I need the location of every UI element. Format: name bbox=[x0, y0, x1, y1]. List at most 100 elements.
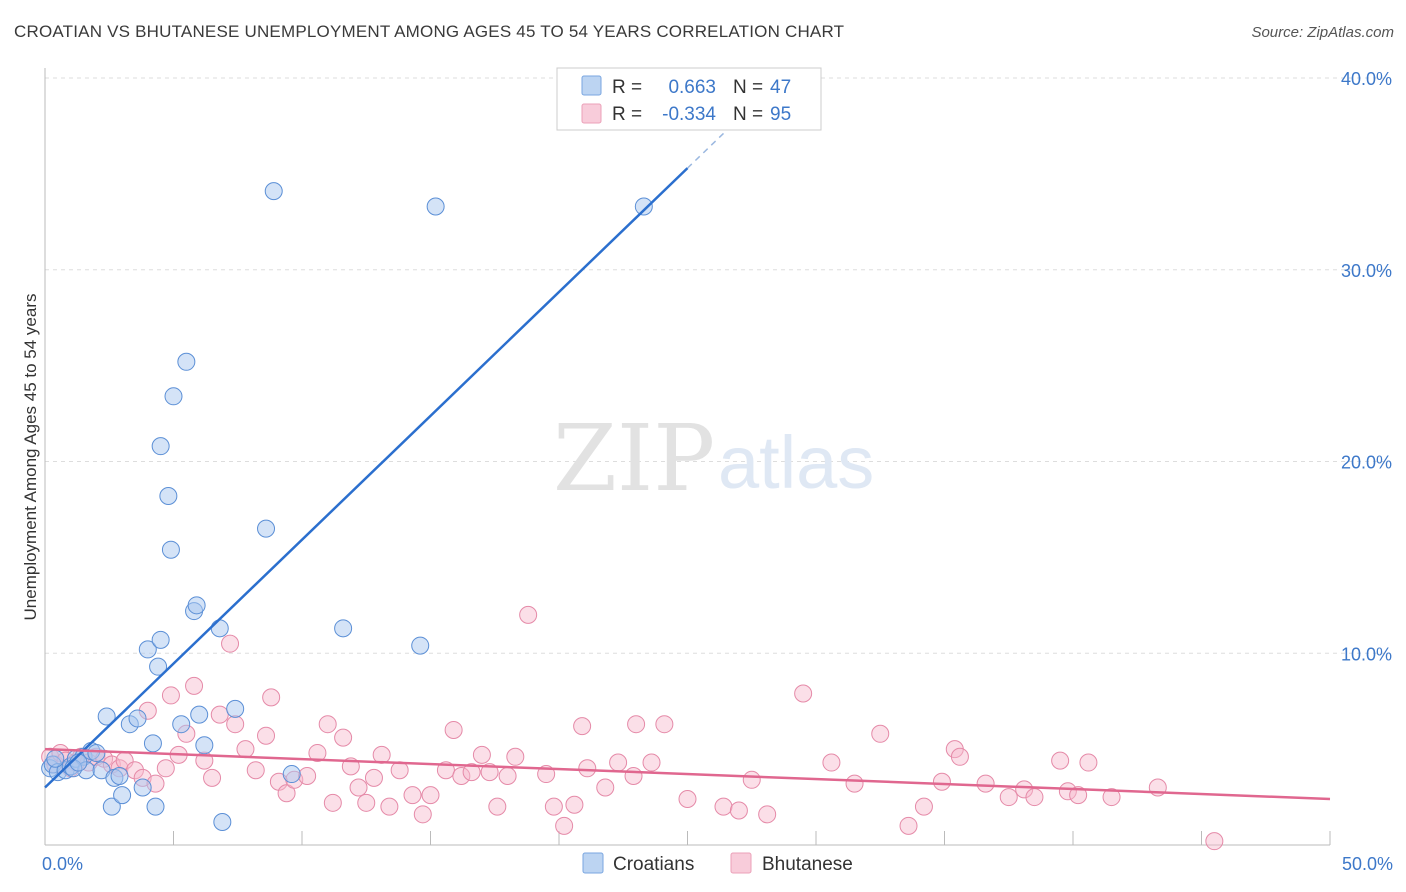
bhutanese-point bbox=[999, 788, 1018, 807]
bhutanese-point bbox=[1069, 786, 1088, 805]
bhutanese-point bbox=[655, 715, 674, 734]
legend-n-value-2: 95 bbox=[770, 104, 791, 125]
bhutanese-point bbox=[794, 684, 813, 703]
bhutanese-point bbox=[578, 759, 597, 778]
bhutanese-point bbox=[555, 816, 574, 835]
croatians-point bbox=[334, 619, 353, 638]
bhutanese-trend-line bbox=[44, 747, 1331, 801]
bhutanese-point bbox=[519, 605, 538, 624]
bhutanese-point bbox=[506, 747, 525, 766]
bhutanese-point bbox=[308, 743, 327, 762]
legend-n-label-2: N = bbox=[733, 104, 763, 125]
bhutanese-point bbox=[452, 766, 471, 785]
bhutanese-point bbox=[262, 688, 281, 707]
bhutanese-point bbox=[403, 786, 422, 805]
croatians-point bbox=[213, 812, 232, 831]
croatians-point bbox=[161, 540, 180, 559]
legend-r-value-2: -0.334 bbox=[662, 104, 716, 125]
croatians-point bbox=[102, 797, 121, 816]
bhutanese-point bbox=[161, 686, 180, 705]
bhutanese-point bbox=[871, 724, 890, 743]
bhutanese-point bbox=[758, 805, 777, 824]
croatians-point bbox=[46, 749, 65, 768]
chart-title: CROATIAN VS BHUTANESE UNEMPLOYMENT AMONG… bbox=[14, 22, 845, 41]
croatians-point bbox=[113, 786, 132, 805]
bottom-legend-croatians: Croatians bbox=[613, 854, 694, 875]
y-axis-title: Unemployment Among Ages 45 to 54 years bbox=[21, 294, 40, 621]
bhutanese-point bbox=[1079, 753, 1098, 772]
bottom-legend-swatch-bhutanese bbox=[730, 852, 752, 874]
bhutanese-point bbox=[729, 801, 748, 820]
bhutanese-point bbox=[236, 740, 255, 759]
bhutanese-point bbox=[822, 753, 841, 772]
bhutanese-point bbox=[277, 784, 296, 803]
croatians-point bbox=[264, 182, 283, 201]
bhutanese-point bbox=[298, 766, 317, 785]
legend-r-label-2: R = bbox=[612, 104, 642, 125]
legend-swatch-bhutanese bbox=[581, 103, 602, 124]
bhutanese-point bbox=[1015, 780, 1034, 799]
bhutanese-point bbox=[573, 717, 592, 736]
croatians-point bbox=[159, 487, 178, 506]
bhutanese-point bbox=[914, 797, 933, 816]
croatians-point bbox=[128, 709, 147, 728]
bhutanese-point bbox=[318, 715, 337, 734]
chart-source: Source: ZipAtlas.com bbox=[1251, 24, 1394, 41]
series-legend: Croatians Bhutanese bbox=[582, 852, 853, 875]
croatians-point bbox=[426, 197, 445, 216]
bhutanese-point bbox=[349, 778, 368, 797]
bhutanese-point bbox=[357, 793, 376, 812]
bhutanese-point bbox=[257, 726, 276, 745]
axes bbox=[44, 68, 1331, 846]
bhutanese-point bbox=[210, 705, 229, 724]
bhutanese-point bbox=[1058, 782, 1077, 801]
croatians-point bbox=[177, 352, 196, 371]
bhutanese-point bbox=[246, 761, 265, 780]
x-tick-label: 50.0% bbox=[1342, 854, 1393, 874]
bhutanese-point bbox=[323, 793, 342, 812]
bhutanese-point bbox=[899, 816, 918, 835]
bhutanese-point bbox=[714, 797, 733, 816]
croatians-point bbox=[195, 736, 214, 755]
y-tick-label: 10.0% bbox=[1341, 644, 1392, 664]
bhutanese-point bbox=[185, 676, 204, 695]
croatians-point bbox=[149, 657, 168, 676]
legend-swatch-croatians bbox=[581, 75, 602, 96]
bhutanese-point bbox=[932, 772, 951, 791]
croatians-point bbox=[143, 734, 162, 753]
legend-r-label-1: R = bbox=[612, 77, 642, 98]
bhutanese-point bbox=[413, 805, 432, 824]
bhutanese-point bbox=[845, 774, 864, 793]
bhutanese-point bbox=[364, 768, 383, 787]
bottom-legend-swatch-croatians bbox=[582, 852, 604, 874]
croatians-trend-line bbox=[44, 167, 689, 789]
croatians-point bbox=[190, 705, 209, 724]
bhutanese-point bbox=[221, 634, 240, 653]
bhutanese-point bbox=[742, 770, 761, 789]
x-tick-label: 0.0% bbox=[42, 854, 83, 874]
bhutanese-point bbox=[498, 766, 517, 785]
croatians-point bbox=[97, 707, 116, 726]
bhutanese-point bbox=[444, 720, 463, 739]
bhutanese-point bbox=[609, 753, 628, 772]
croatians-point bbox=[151, 630, 170, 649]
croatians-point bbox=[87, 743, 106, 762]
legend-r-value-1: 0.663 bbox=[668, 77, 716, 98]
grid-lines bbox=[45, 77, 1390, 654]
bhutanese-point bbox=[1205, 832, 1224, 851]
bhutanese-point bbox=[1102, 788, 1121, 807]
croatians-point bbox=[187, 596, 206, 615]
y-tick-label: 30.0% bbox=[1341, 261, 1392, 281]
croatians-point bbox=[226, 699, 245, 718]
bhutanese-point bbox=[596, 778, 615, 797]
croatians-point bbox=[164, 387, 183, 406]
watermark-atlas: atlas bbox=[718, 421, 874, 504]
bhutanese-point bbox=[642, 753, 661, 772]
croatians-point bbox=[210, 619, 229, 638]
legend-n-value-1: 47 bbox=[770, 77, 791, 98]
bhutanese-point bbox=[565, 795, 584, 814]
croatians-point bbox=[138, 640, 157, 659]
croatians-point bbox=[172, 715, 191, 734]
croatians-point bbox=[146, 797, 165, 816]
